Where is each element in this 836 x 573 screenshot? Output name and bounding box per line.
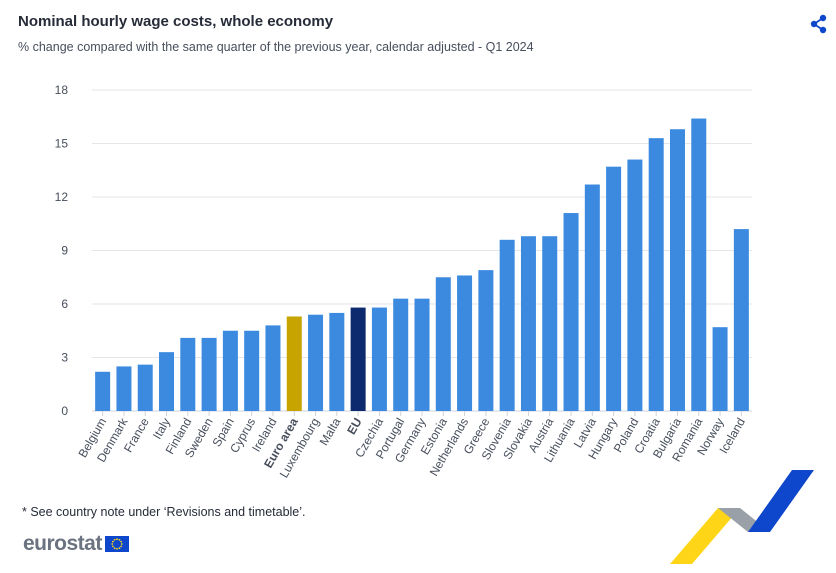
bar-lithuania[interactable] (563, 213, 579, 411)
bar-ireland[interactable] (265, 325, 281, 411)
country-note: * See country note under ‘Revisions and … (22, 505, 306, 519)
decorative-brand-stripes (670, 470, 814, 564)
bar-slovenia[interactable] (499, 239, 515, 411)
bar-chart: 0 3 6 9 12 15 18 BelgiumDenmarkFranceItalyFinl… (55, 83, 752, 480)
bar-iceland[interactable] (733, 229, 749, 411)
x-axis-ticks: BelgiumDenmarkFranceItalyFinlandSwedenSp… (75, 411, 748, 480)
bar-germany[interactable] (414, 298, 430, 411)
bar-finland[interactable] (180, 337, 196, 411)
chart-subtitle: % change compared with the same quarter … (18, 40, 534, 54)
y-tick-label: 15 (55, 137, 69, 151)
bar-czechia[interactable] (371, 307, 387, 411)
bar-eu[interactable] (350, 307, 366, 411)
y-axis-ticks: 0 3 6 9 12 15 18 (55, 83, 69, 418)
y-tick-label: 9 (61, 244, 68, 258)
bar-latvia[interactable] (584, 184, 600, 411)
bars (95, 118, 749, 412)
bar-hungary[interactable] (606, 166, 622, 411)
bar-romania[interactable] (691, 118, 707, 412)
bar-poland[interactable] (627, 159, 643, 411)
chart-title: Nominal hourly wage costs, whole economy (18, 13, 334, 30)
y-tick-label: 0 (61, 404, 68, 418)
y-tick-label: 18 (55, 83, 69, 97)
bar-euro-area[interactable] (286, 316, 302, 411)
bar-estonia[interactable] (435, 277, 451, 411)
bar-cyprus[interactable] (244, 330, 260, 411)
bar-norway[interactable] (712, 327, 728, 411)
logo-text: eurostat (23, 532, 102, 555)
bar-portugal[interactable] (393, 298, 409, 411)
share-button[interactable] (808, 12, 830, 36)
y-tick-label: 12 (55, 190, 69, 204)
share-icon (810, 14, 827, 34)
bar-bulgaria[interactable] (669, 129, 685, 411)
bar-netherlands[interactable] (457, 275, 473, 411)
bar-greece[interactable] (478, 270, 494, 411)
x-tick-label: Malta (317, 415, 344, 448)
bar-denmark[interactable] (116, 366, 132, 411)
bar-spain[interactable] (222, 330, 238, 411)
bar-croatia[interactable] (648, 138, 664, 411)
bar-malta[interactable] (329, 312, 345, 411)
y-tick-label: 3 (61, 351, 68, 365)
bar-belgium[interactable] (95, 371, 111, 411)
bar-france[interactable] (137, 364, 153, 411)
bar-luxembourg[interactable] (308, 314, 324, 411)
bar-austria[interactable] (542, 236, 558, 411)
bar-slovakia[interactable] (520, 236, 536, 411)
y-tick-label: 6 (61, 297, 68, 311)
bar-sweden[interactable] (201, 337, 217, 411)
eu-flag-icon (104, 536, 129, 552)
eurostat-logo[interactable]: eurostat (23, 532, 129, 556)
bar-italy[interactable] (159, 352, 175, 411)
x-tick-label: EU (344, 416, 364, 437)
